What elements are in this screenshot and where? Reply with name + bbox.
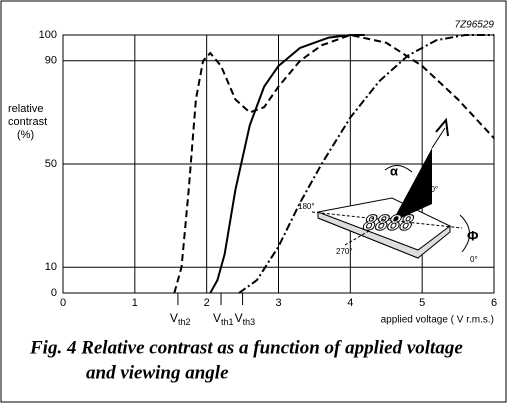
- threshold-label: Vth1: [213, 311, 234, 327]
- inset-label: 0°: [470, 255, 478, 264]
- caption: Fig. 4 Relative contrast as a function o…: [29, 337, 463, 358]
- x-tick-label: 2: [204, 297, 210, 309]
- x-tick-label: 0: [60, 297, 66, 309]
- threshold-sub: th2: [178, 317, 191, 327]
- caption: and viewing angle: [86, 362, 229, 383]
- inset-eye: [436, 120, 448, 136]
- x-label: applied voltage ( V r.m.s.): [381, 315, 494, 326]
- figure: 7Z96529 relative contrast (%) applied vo…: [0, 0, 507, 403]
- inset: 8888 α 90° 180° 270° 0° Φ: [298, 120, 479, 264]
- inset-sight: [432, 128, 445, 148]
- inset-label: 270°: [336, 247, 353, 256]
- threshold-sub: th1: [221, 317, 234, 327]
- y-label: contrast: [8, 116, 47, 128]
- inset-label: 90°: [426, 185, 438, 194]
- threshold-v: V: [170, 311, 178, 325]
- threshold-label: Vth2: [170, 311, 191, 327]
- x-tick-label: 5: [419, 297, 425, 309]
- x-tick-label: 6: [491, 297, 497, 309]
- threshold-v: V: [213, 311, 221, 325]
- x-tick-label: 3: [275, 297, 281, 309]
- y-tick-label: 10: [45, 261, 57, 273]
- inset-label: Φ: [467, 228, 479, 244]
- threshold-label: Vth3: [235, 311, 256, 327]
- inset-label: α: [390, 163, 398, 178]
- y-tick-label: 50: [45, 158, 57, 170]
- inset-label: 180°: [298, 202, 315, 211]
- y-tick-label: 90: [45, 55, 57, 67]
- inset-digits: 8888: [360, 209, 418, 234]
- y-tick-label: 100: [39, 29, 57, 41]
- x-tick-label: 1: [132, 297, 138, 309]
- y-tick-label: 0: [51, 287, 57, 299]
- threshold-sub: th3: [243, 317, 256, 327]
- x-tick-label: 4: [347, 297, 353, 309]
- code: 7Z96529: [455, 20, 495, 31]
- threshold-v: V: [235, 311, 243, 325]
- y-label: relative: [8, 103, 43, 115]
- y-label: (%): [17, 129, 34, 141]
